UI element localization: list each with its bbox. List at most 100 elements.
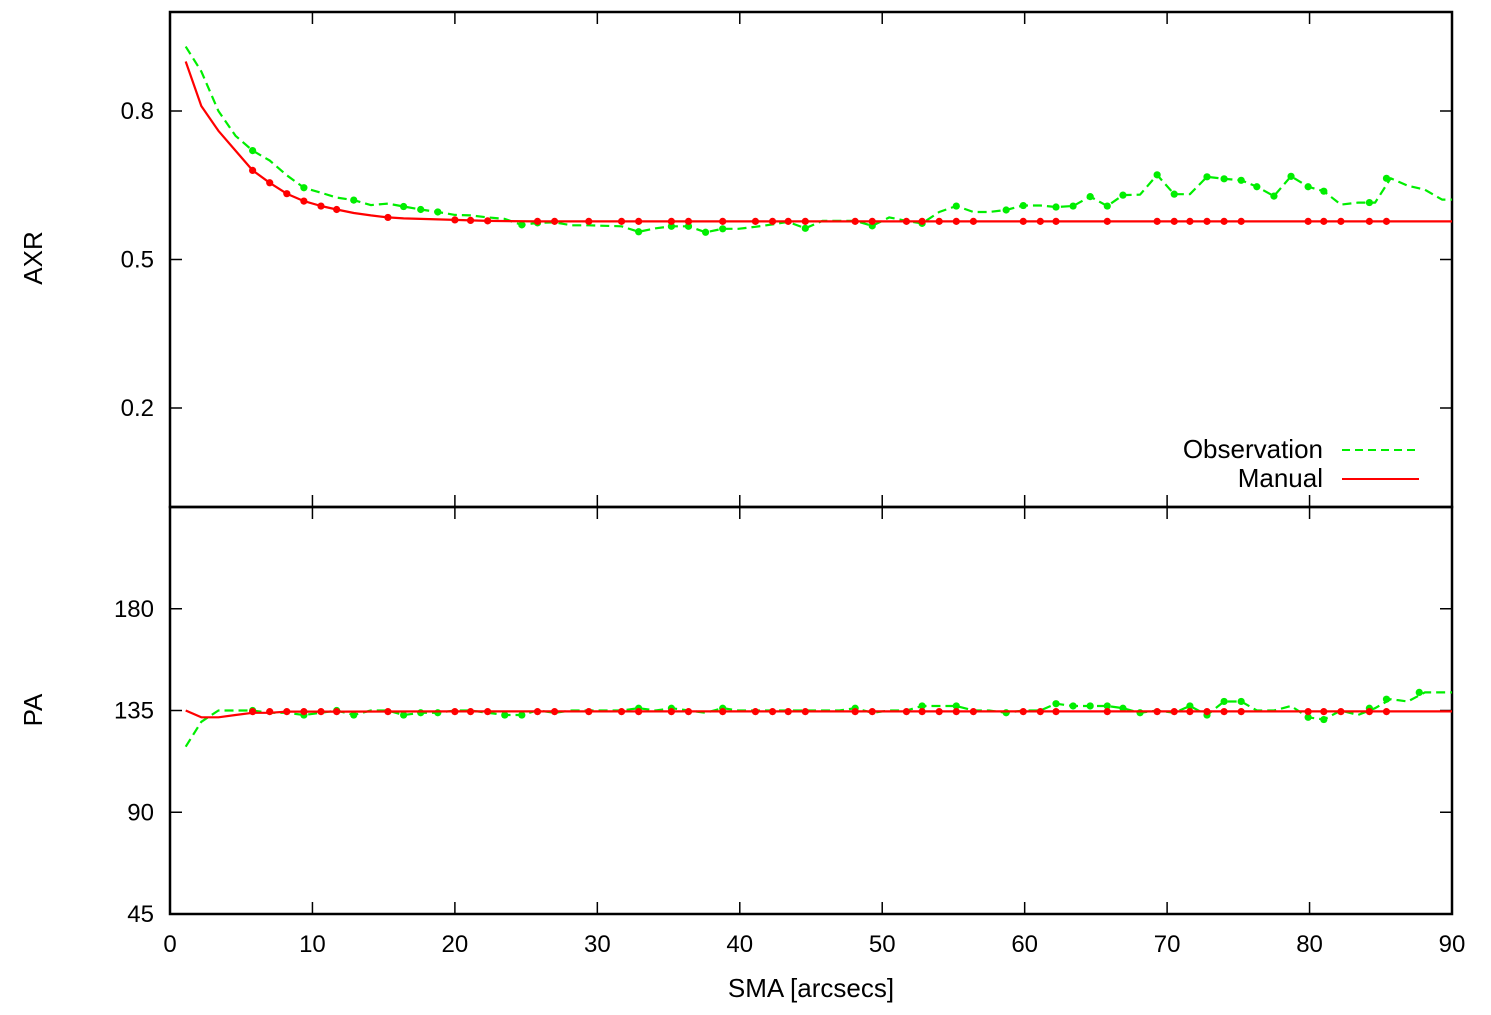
data-point-manual <box>1304 217 1312 225</box>
data-point-observation <box>952 202 960 210</box>
x-tick-label: 40 <box>726 931 753 958</box>
data-point-observation <box>350 711 358 719</box>
pa-axis-label: PA <box>18 693 48 726</box>
data-point-observation <box>417 709 425 717</box>
legend: Observation Manual <box>1183 434 1419 493</box>
data-point-manual <box>283 190 291 198</box>
data-point-manual <box>585 708 593 716</box>
y-tick-label: 0.5 <box>121 247 154 274</box>
data-point-manual <box>333 708 341 716</box>
y-tick-label: 135 <box>114 698 154 725</box>
data-point-observation <box>518 221 526 229</box>
data-point-manual <box>617 708 626 716</box>
data-point-manual <box>384 213 392 222</box>
data-point-manual <box>533 217 542 225</box>
data-point-manual <box>1320 708 1328 716</box>
data-point-manual <box>1019 217 1027 225</box>
data-point-observation <box>635 228 643 236</box>
data-point-manual <box>902 217 911 225</box>
data-point-observation <box>719 225 727 233</box>
data-point-manual <box>1170 217 1178 225</box>
data-point-observation <box>1253 183 1261 191</box>
data-point-manual <box>635 217 643 225</box>
x-tick-label: 30 <box>584 931 611 958</box>
series-line-observation <box>184 46 1452 234</box>
series-line-manual <box>185 709 1452 719</box>
data-point-manual <box>784 217 792 225</box>
data-point-manual <box>868 217 876 225</box>
y-tick-label: 180 <box>114 596 154 623</box>
data-point-manual <box>317 202 325 210</box>
data-point-manual <box>1382 217 1391 225</box>
data-point-observation <box>1382 174 1391 182</box>
data-point-observation <box>1103 702 1111 710</box>
data-point-observation <box>918 702 926 710</box>
data-point-manual <box>667 217 676 225</box>
data-point-observation <box>400 711 408 719</box>
data-point-manual <box>1220 708 1228 716</box>
data-point-manual <box>1170 708 1178 716</box>
data-point-observation <box>1220 697 1228 706</box>
data-point-manual <box>384 708 392 716</box>
data-point-manual <box>1019 708 1027 716</box>
data-point-observation <box>952 702 960 710</box>
data-point-manual <box>784 708 792 716</box>
data-point-observation <box>1320 187 1328 195</box>
data-point-manual <box>484 217 492 225</box>
data-point-observation <box>1052 203 1060 211</box>
data-point-manual <box>719 708 727 716</box>
data-point-manual <box>969 217 977 225</box>
data-point-manual <box>918 217 926 225</box>
data-point-observation <box>1170 190 1178 198</box>
data-point-manual <box>952 708 960 716</box>
data-point-manual <box>1365 217 1373 225</box>
data-point-manual <box>1103 708 1111 716</box>
x-tick-label: 70 <box>1154 931 1181 958</box>
data-point-observation <box>1119 704 1127 712</box>
data-point-observation <box>684 222 693 230</box>
data-point-manual <box>1237 217 1245 225</box>
data-point-manual <box>851 708 859 716</box>
data-point-observation <box>1220 175 1228 183</box>
data-point-observation <box>501 711 509 719</box>
data-point-manual <box>1186 217 1194 225</box>
data-point-observation <box>667 222 676 230</box>
y-tick-label: 0.2 <box>121 395 154 422</box>
data-point-manual <box>868 708 876 716</box>
data-point-manual <box>1036 708 1044 716</box>
data-point-manual <box>1320 217 1328 225</box>
data-point-observation <box>1320 715 1328 724</box>
data-point-manual <box>684 708 693 716</box>
data-point-manual <box>1052 217 1060 225</box>
plot-frame <box>168 10 1454 509</box>
data-point-manual <box>484 708 492 716</box>
pa-panel: 0 10 20 30 40 50 60 70 80 90 45 90 135 180 <box>114 505 1466 958</box>
data-point-observation <box>1119 191 1127 199</box>
y-tick-label: 90 <box>127 799 154 826</box>
axr-axis-label: AXR <box>18 231 48 284</box>
x-tick-label: 80 <box>1296 931 1323 958</box>
data-point-manual <box>1220 217 1228 225</box>
data-point-manual <box>1237 708 1245 716</box>
data-point-observation <box>350 196 358 204</box>
data-point-observation <box>1153 171 1161 179</box>
data-point-manual <box>585 217 593 225</box>
data-point-observation <box>300 184 308 192</box>
data-point-observation <box>417 205 425 214</box>
data-point-manual <box>719 217 727 225</box>
data-point-observation <box>1304 183 1312 191</box>
data-point-observation <box>1052 700 1060 708</box>
data-point-manual <box>1153 708 1161 716</box>
data-point-observation <box>434 208 442 216</box>
data-point-manual <box>768 708 777 716</box>
x-tick-label: 90 <box>1439 931 1466 958</box>
data-point-manual <box>249 166 257 174</box>
data-point-manual <box>751 217 760 225</box>
data-point-observation <box>1086 193 1094 201</box>
data-point-manual <box>317 708 325 716</box>
data-point-observation <box>434 709 442 717</box>
data-point-observation <box>801 224 809 232</box>
x-tick-label: 10 <box>299 931 326 958</box>
data-point-manual <box>1337 708 1345 716</box>
